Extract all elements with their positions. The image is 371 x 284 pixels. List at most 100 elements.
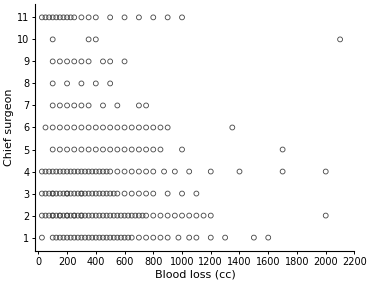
Point — [122, 235, 128, 240]
Point — [143, 103, 149, 108]
Point — [39, 213, 45, 218]
Point — [139, 213, 145, 218]
Point — [129, 169, 135, 174]
Point — [60, 15, 66, 20]
Point — [111, 235, 117, 240]
Point — [122, 147, 128, 152]
X-axis label: Blood loss (cc): Blood loss (cc) — [155, 270, 235, 280]
Point — [193, 213, 199, 218]
Point — [114, 103, 120, 108]
Point — [60, 213, 66, 218]
Point — [158, 235, 164, 240]
Point — [93, 235, 99, 240]
Point — [68, 235, 73, 240]
Point — [143, 213, 149, 218]
Point — [71, 125, 77, 130]
Point — [107, 15, 113, 20]
Point — [82, 169, 88, 174]
Point — [136, 191, 142, 196]
Point — [86, 37, 92, 42]
Point — [71, 213, 77, 218]
Point — [64, 15, 70, 20]
Point — [114, 147, 120, 152]
Point — [50, 147, 56, 152]
Point — [86, 147, 92, 152]
Point — [136, 125, 142, 130]
Point — [161, 169, 167, 174]
Point — [50, 213, 56, 218]
Point — [64, 191, 70, 196]
Point — [107, 191, 113, 196]
Point — [71, 191, 77, 196]
Point — [53, 235, 59, 240]
Point — [43, 125, 49, 130]
Point — [193, 191, 199, 196]
Point — [165, 125, 171, 130]
Point — [75, 191, 81, 196]
Point — [100, 191, 106, 196]
Point — [323, 213, 329, 218]
Point — [143, 191, 149, 196]
Point — [43, 169, 49, 174]
Point — [53, 15, 59, 20]
Point — [158, 213, 164, 218]
Point — [68, 191, 73, 196]
Point — [150, 169, 156, 174]
Point — [136, 213, 142, 218]
Point — [71, 103, 77, 108]
Point — [78, 191, 84, 196]
Point — [129, 147, 135, 152]
Point — [107, 213, 113, 218]
Point — [165, 213, 171, 218]
Point — [150, 147, 156, 152]
Point — [100, 147, 106, 152]
Point — [122, 213, 128, 218]
Point — [208, 213, 214, 218]
Point — [150, 235, 156, 240]
Point — [111, 191, 117, 196]
Point — [136, 147, 142, 152]
Point — [143, 125, 149, 130]
Point — [39, 191, 45, 196]
Point — [175, 235, 181, 240]
Point — [201, 213, 207, 218]
Point — [57, 169, 63, 174]
Point — [82, 213, 88, 218]
Point — [107, 147, 113, 152]
Point — [150, 125, 156, 130]
Point — [136, 103, 142, 108]
Point — [143, 169, 149, 174]
Point — [122, 15, 128, 20]
Point — [50, 235, 56, 240]
Point — [89, 191, 95, 196]
Point — [100, 169, 106, 174]
Point — [71, 213, 77, 218]
Point — [46, 191, 52, 196]
Point — [71, 235, 77, 240]
Point — [50, 125, 56, 130]
Point — [96, 235, 102, 240]
Point — [57, 59, 63, 64]
Point — [86, 103, 92, 108]
Point — [78, 103, 84, 108]
Point — [165, 15, 171, 20]
Point — [75, 213, 81, 218]
Point — [129, 213, 135, 218]
Point — [208, 169, 214, 174]
Point — [64, 235, 70, 240]
Point — [165, 191, 171, 196]
Point — [89, 235, 95, 240]
Point — [114, 213, 120, 218]
Point — [93, 213, 99, 218]
Point — [179, 191, 185, 196]
Point — [50, 191, 56, 196]
Point — [57, 213, 63, 218]
Point — [132, 213, 138, 218]
Point — [64, 191, 70, 196]
Point — [158, 125, 164, 130]
Point — [337, 37, 343, 42]
Point — [114, 169, 120, 174]
Point — [129, 191, 135, 196]
Point — [100, 125, 106, 130]
Point — [64, 169, 70, 174]
